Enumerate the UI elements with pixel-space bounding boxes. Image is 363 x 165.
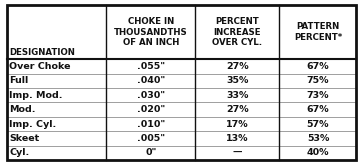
Text: .010": .010"	[137, 120, 165, 129]
Text: 27%: 27%	[226, 62, 249, 71]
Text: .020": .020"	[137, 105, 165, 114]
Text: 57%: 57%	[307, 120, 329, 129]
Text: Cyl.: Cyl.	[9, 148, 30, 157]
Text: 53%: 53%	[307, 134, 329, 143]
Text: 35%: 35%	[226, 76, 249, 85]
Text: —: —	[233, 148, 242, 157]
Text: .030": .030"	[137, 91, 165, 100]
Text: .040": .040"	[137, 76, 165, 85]
Text: .005": .005"	[137, 134, 165, 143]
Text: 67%: 67%	[307, 62, 329, 71]
Text: 17%: 17%	[226, 120, 249, 129]
Text: 33%: 33%	[226, 91, 249, 100]
Text: CHOKE IN
THOUSANDTHS
OF AN INCH: CHOKE IN THOUSANDTHS OF AN INCH	[114, 17, 188, 47]
Text: 0": 0"	[145, 148, 156, 157]
Text: PERCENT
INCREASE
OVER CYL.: PERCENT INCREASE OVER CYL.	[212, 17, 262, 47]
Text: Over Choke: Over Choke	[9, 62, 71, 71]
Text: 13%: 13%	[226, 134, 249, 143]
Text: 67%: 67%	[307, 105, 329, 114]
Text: 75%: 75%	[307, 76, 329, 85]
Text: .055": .055"	[137, 62, 165, 71]
Text: 40%: 40%	[307, 148, 329, 157]
Text: Imp. Mod.: Imp. Mod.	[9, 91, 63, 100]
Text: Full: Full	[9, 76, 29, 85]
Text: DESIGNATION: DESIGNATION	[9, 48, 75, 57]
Text: Mod.: Mod.	[9, 105, 36, 114]
Text: 27%: 27%	[226, 105, 249, 114]
Text: Skeet: Skeet	[9, 134, 40, 143]
Text: PATTERN
PERCENT*: PATTERN PERCENT*	[294, 22, 342, 42]
Text: Imp. Cyl.: Imp. Cyl.	[9, 120, 57, 129]
Text: 73%: 73%	[307, 91, 329, 100]
